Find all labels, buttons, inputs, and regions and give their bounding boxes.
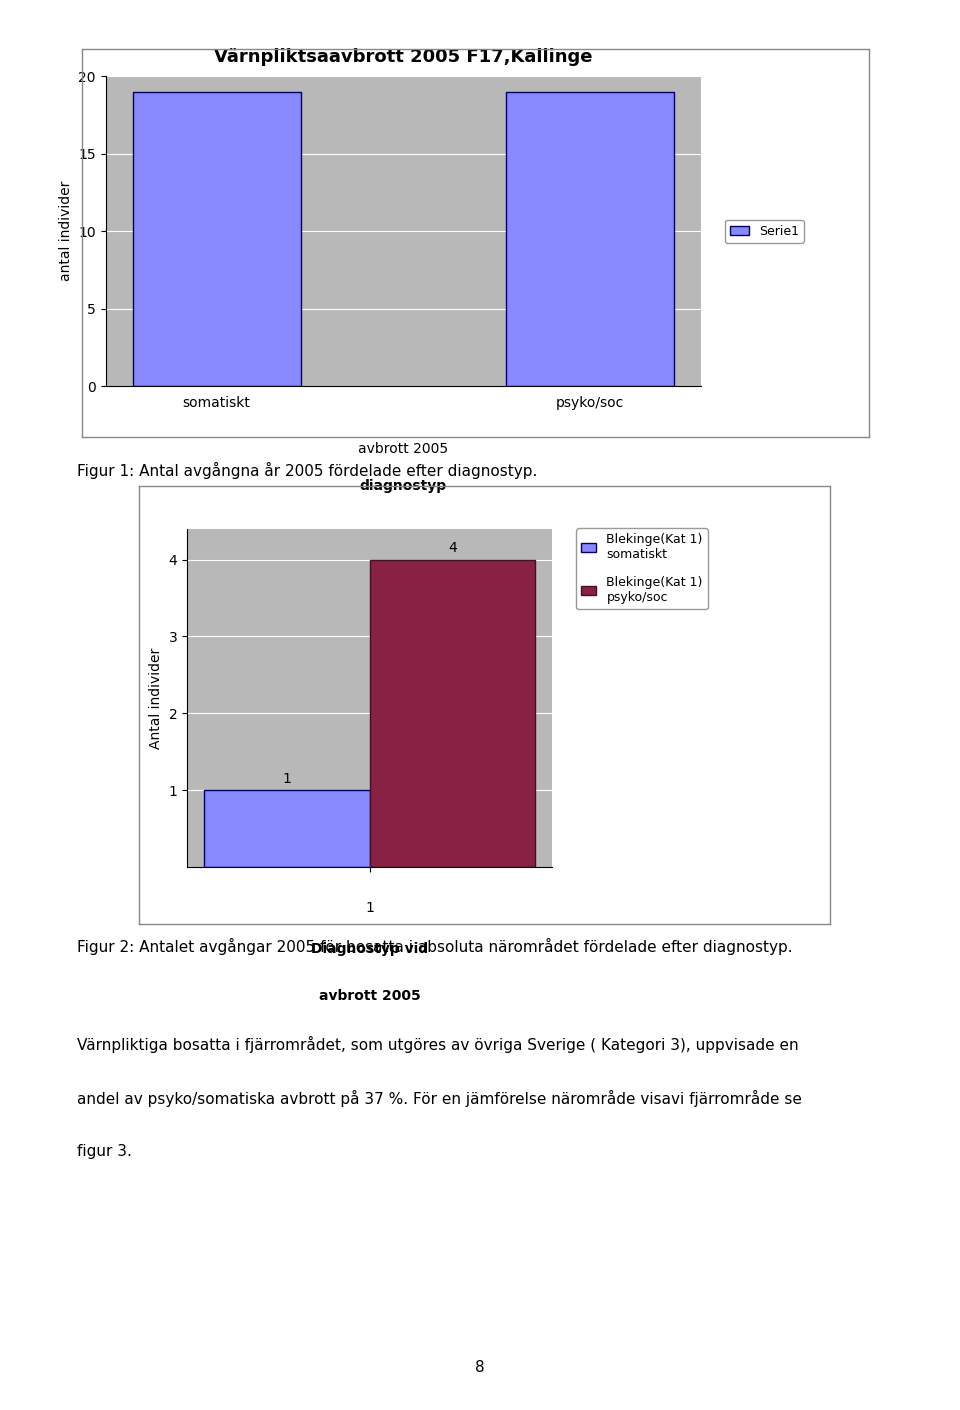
Y-axis label: antal individer: antal individer: [59, 180, 73, 282]
Text: andel av psyko/somatiska avbrott på 37 %. För en jämförelse närområde visavi fjä: andel av psyko/somatiska avbrott på 37 %…: [77, 1090, 802, 1107]
Text: avbrott 2005: avbrott 2005: [358, 443, 448, 457]
Text: Värnpliktiga bosatta i fjärrområdet, som utgöres av övriga Sverige ( Kategori 3): Värnpliktiga bosatta i fjärrområdet, som…: [77, 1036, 799, 1053]
Y-axis label: Antal individer: Antal individer: [149, 647, 163, 749]
Legend: Serie1: Serie1: [725, 220, 804, 243]
Bar: [132, 92, 300, 386]
Text: avbrott 2005: avbrott 2005: [319, 988, 420, 1003]
Text: figur 3.: figur 3.: [77, 1144, 132, 1159]
Bar: [204, 790, 370, 867]
Bar: [506, 92, 674, 386]
Text: 4: 4: [448, 541, 457, 556]
Text: 1: 1: [365, 901, 374, 915]
Text: Figur 1: Antal avgångna år 2005 fördelade efter diagnostyp.: Figur 1: Antal avgångna år 2005 fördelad…: [77, 462, 538, 479]
Legend: Blekinge(Kat 1)
somatiskt, Blekinge(Kat 1)
psyko/soc: Blekinge(Kat 1) somatiskt, Blekinge(Kat …: [577, 529, 708, 609]
Bar: [370, 560, 536, 867]
Title: Värnpliktsaavbrott 2005 F17,Kallinge: Värnpliktsaavbrott 2005 F17,Kallinge: [214, 48, 592, 66]
Text: Diagnostyp vid: Diagnostyp vid: [311, 942, 428, 956]
Text: 1: 1: [282, 771, 291, 785]
Text: diagnostyp: diagnostyp: [360, 479, 446, 493]
Text: 8: 8: [475, 1359, 485, 1375]
Text: Figur 2: Antalet avgångar 2005 för bosatta i absoluta närområdet fördelade efter: Figur 2: Antalet avgångar 2005 för bosat…: [77, 938, 792, 955]
